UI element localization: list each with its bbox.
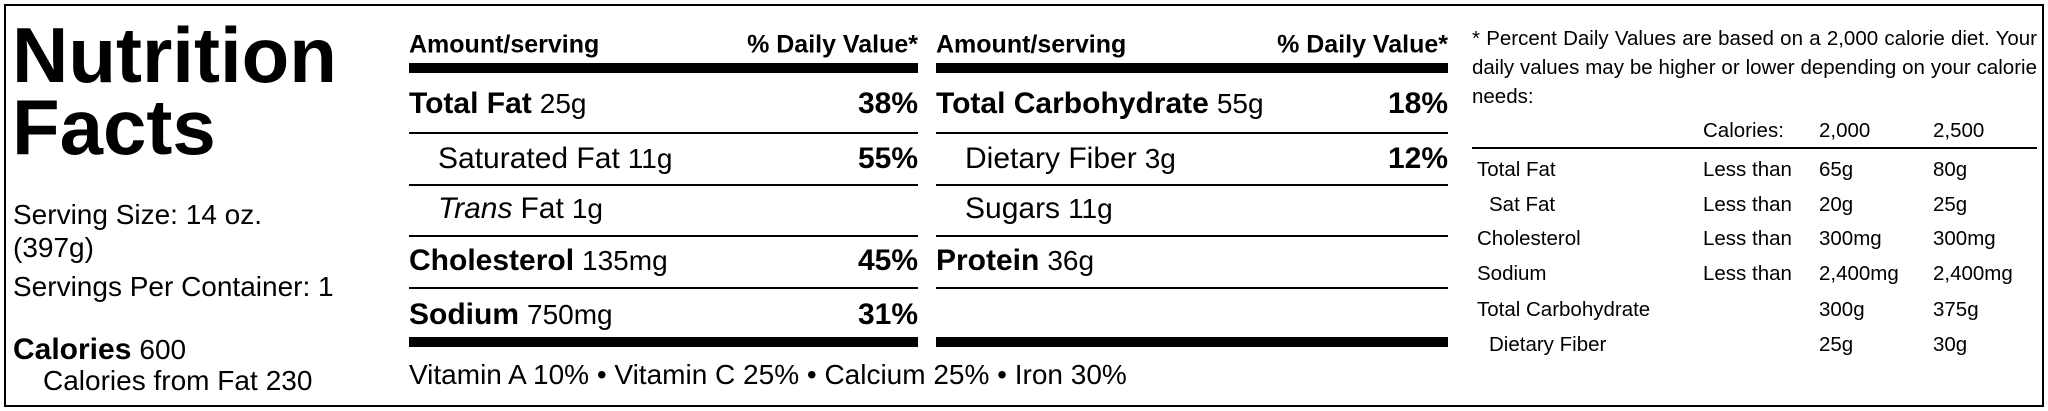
- table-value: 375g: [1933, 297, 1979, 321]
- calories-label: Calories: [13, 333, 132, 366]
- thick-rule: [409, 63, 918, 73]
- row-rule: [936, 235, 1448, 237]
- nutrient-amount: 11g: [1068, 193, 1113, 224]
- vitamins: Vitamin A 10% • Vitamin C 25% • Calcium …: [409, 359, 1127, 390]
- table-value: 25g: [1819, 332, 1854, 356]
- calories-from-fat: Calories from Fat 230: [43, 367, 312, 395]
- table-value: 20g: [1819, 192, 1854, 216]
- table-label: Sat Fat: [1489, 192, 1556, 216]
- nutrient-label: Cholesterol: [409, 244, 575, 277]
- serving-info: Serving Size: 14 oz.: [13, 199, 263, 230]
- nutrient-label: Sugars: [965, 192, 1061, 225]
- table-value: 65g: [1819, 157, 1854, 181]
- serving-info: Servings Per Container: 1: [13, 271, 334, 302]
- table-header: 2,500: [1933, 118, 1985, 142]
- label-border: [4, 4, 2044, 407]
- table-header: Calories:: [1703, 118, 1784, 142]
- table-label: Sodium: [1477, 261, 1547, 285]
- table-value: 300mg: [1933, 226, 1996, 250]
- table-label: Dietary Fiber: [1489, 332, 1607, 356]
- table-qualifier: Less than: [1703, 226, 1792, 250]
- nutrient-amount: 1g: [571, 193, 603, 224]
- daily-value: 18%: [1387, 87, 1448, 120]
- nutrient-row: Sugars 11g: [965, 194, 1113, 224]
- nutrient-amount: 36g: [1047, 245, 1095, 276]
- row-rule: [409, 287, 918, 289]
- nutrient-label: Fat: [520, 192, 564, 225]
- header-right: % Daily Value*: [1277, 30, 1448, 59]
- table-rule: [1472, 147, 2037, 149]
- nutrient-label: Total Fat: [409, 87, 532, 120]
- nutrient-label: Dietary Fiber: [965, 142, 1137, 175]
- nutrient-amount: 55g: [1216, 88, 1264, 119]
- table-value: 30g: [1933, 332, 1968, 356]
- nutrient-amount: 11g: [627, 143, 673, 174]
- table-value: 2,400mg: [1933, 261, 2013, 285]
- header-left: Amount/serving: [409, 30, 600, 59]
- table-value: 2,400mg: [1819, 261, 1899, 285]
- table-value: 25g: [1933, 192, 1968, 216]
- nutrient-row: Cholesterol 135mg: [409, 246, 668, 276]
- row-rule: [409, 184, 918, 186]
- thick-rule: [936, 63, 1448, 73]
- nutrient-label-italic: Trans: [438, 192, 513, 225]
- nutrient-amount: 750mg: [527, 299, 613, 330]
- table-value: 80g: [1933, 157, 1968, 181]
- nutrient-row: Dietary Fiber 3g: [965, 144, 1176, 174]
- table-label: Total Carbohydrate: [1477, 297, 1651, 321]
- row-rule: [936, 184, 1448, 186]
- header-right: % Daily Value*: [747, 30, 918, 59]
- row-rule: [409, 132, 918, 134]
- serving-info: (397g): [13, 232, 94, 263]
- thick-rule: [936, 337, 1448, 347]
- row-rule: [936, 287, 1448, 289]
- nutrient-amount: 135mg: [582, 245, 668, 276]
- table-value: 300mg: [1819, 226, 1882, 250]
- nutrient-label: Protein: [936, 244, 1040, 277]
- title: Nutrition: [12, 11, 337, 99]
- nutrient-label: Saturated Fat: [438, 142, 620, 175]
- daily-value: 45%: [857, 244, 918, 277]
- table-value: 300g: [1819, 297, 1865, 321]
- table-label: Total Fat: [1477, 157, 1556, 181]
- calories-value: 600: [139, 334, 187, 365]
- calories: Calories 600: [13, 335, 186, 365]
- nutrient-label: Total Carbohydrate: [936, 87, 1209, 120]
- footnote: * Percent Daily Values are based on a 2,…: [1472, 27, 2037, 108]
- title: Facts: [12, 83, 216, 171]
- daily-value: 31%: [857, 298, 918, 331]
- row-rule: [936, 132, 1448, 134]
- nutrient-row: Protein 36g: [936, 246, 1094, 276]
- nutrient-row: Saturated Fat 11g: [438, 144, 672, 174]
- calories-from-fat-value: 230: [265, 365, 313, 396]
- daily-value: 55%: [857, 142, 918, 175]
- table-label: Cholesterol: [1477, 226, 1581, 250]
- nutrient-row: Total Carbohydrate 55g: [936, 89, 1264, 119]
- nutrient-amount: 25g: [539, 88, 587, 119]
- nutrient-row: Total Fat 25g: [409, 89, 587, 119]
- nutrient-row: Sodium 750mg: [409, 300, 613, 330]
- calories-from-fat-label: Calories from Fat: [43, 365, 258, 396]
- header-left: Amount/serving: [936, 30, 1127, 59]
- table-header: 2,000: [1819, 118, 1871, 142]
- daily-value: 38%: [857, 87, 918, 120]
- nutrient-label: Sodium: [409, 298, 519, 331]
- table-qualifier: Less than: [1703, 261, 1792, 285]
- row-rule: [409, 235, 918, 237]
- table-qualifier: Less than: [1703, 157, 1792, 181]
- thick-rule: [409, 337, 918, 347]
- table-qualifier: Less than: [1703, 192, 1792, 216]
- nutrient-amount: 3g: [1144, 143, 1176, 174]
- daily-value: 12%: [1387, 142, 1448, 175]
- nutrient-row: Trans Fat 1g: [438, 194, 603, 224]
